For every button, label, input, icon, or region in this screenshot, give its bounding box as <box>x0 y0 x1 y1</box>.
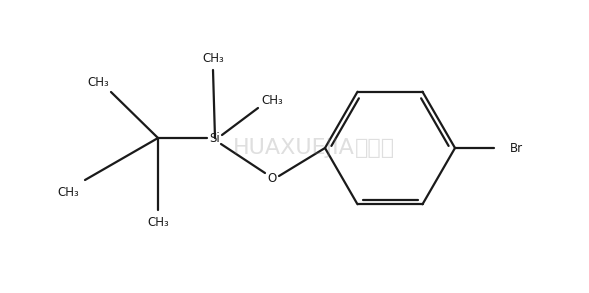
Text: O: O <box>267 171 277 185</box>
Text: CH₃: CH₃ <box>202 52 224 64</box>
Text: Si: Si <box>210 132 220 144</box>
Text: HUAXUEJIA: HUAXUEJIA <box>233 138 355 158</box>
Text: Br: Br <box>510 142 523 154</box>
Text: CH₃: CH₃ <box>57 185 79 198</box>
Text: CH₃: CH₃ <box>147 215 169 229</box>
Text: CH₃: CH₃ <box>261 93 283 106</box>
Text: CH₃: CH₃ <box>87 76 109 88</box>
Text: 花学加: 花学加 <box>355 138 395 158</box>
